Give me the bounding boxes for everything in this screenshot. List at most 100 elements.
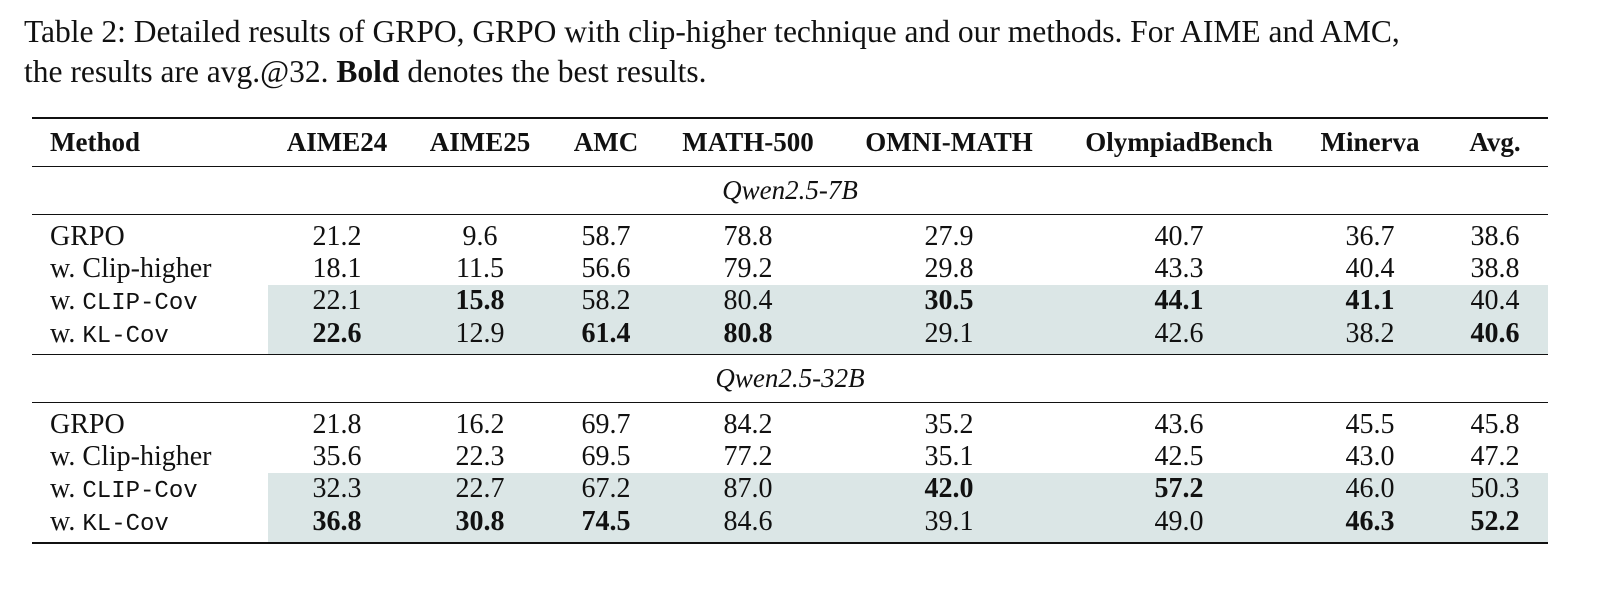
score-cell-aime25: 22.3 [455,440,505,472]
score-cell-amc: 58.2 [554,285,658,318]
table-row: w. CLIP-Cov 32.3 22.7 67.2 87.0 42.0 57.2 46.0 5… [32,473,1548,506]
score-cell-omni-math: 29.8 [924,252,974,284]
score-cell-math500: 84.6 [658,505,838,544]
score-cell-minerva: 45.5 [1345,408,1395,440]
caption-line-2: the results are avg.@32. Bold denotes th… [24,52,1584,92]
score-cell-aime24: 21.8 [312,408,362,440]
score-cell-amc: 69.7 [581,408,631,440]
model-group-header: Qwen2.5-7B [32,166,1548,215]
score-cell-aime24: 32.3 [268,473,406,506]
method-name: CLIP-Cov [82,478,198,506]
score-cell-minerva: 46.0 [1298,473,1442,506]
column-header-method: Method [32,117,268,167]
score-cell-amc: 74.5 [554,505,658,544]
score-cell-minerva: 38.2 [1298,317,1442,355]
table-row: w. Clip-higher 18.1 11.5 56.6 79.2 29.8 43.3 40… [32,253,1548,286]
method-cell: GRPO [32,214,268,253]
model-group-label: Qwen2.5-32B [32,354,1548,403]
model-group-header: Qwen2.5-32B [32,354,1548,403]
score-cell-aime24: 18.1 [312,252,362,284]
score-cell-omni-math: 30.5 [838,285,1060,318]
table-row: w. CLIP-Cov 22.1 15.8 58.2 80.4 30.5 44.1 41.1 4… [32,285,1548,318]
score-cell-olympiadbench: 49.0 [1060,505,1298,544]
score-cell-olympiadbench: 42.6 [1060,317,1298,355]
score-cell-olympiadbench: 43.3 [1154,252,1204,284]
score-cell-olympiadbench: 43.6 [1154,408,1204,440]
score-cell-omni-math: 27.9 [924,220,974,252]
method-prefix: w. [50,505,83,537]
method-name: GRPO [50,220,125,252]
score-cell-aime25: 12.9 [406,317,554,355]
score-cell-omni-math: 39.1 [838,505,1060,544]
method-cell: w. Clip-higher [32,441,268,474]
score-cell-aime25: 30.8 [406,505,554,544]
score-cell-aime24: 21.2 [312,220,362,252]
score-cell-aime25: 9.6 [462,220,498,252]
table-row: w. KL-Cov 36.8 30.8 74.5 84.6 39.1 49.0 46.3 52.… [32,505,1548,544]
method-name: KL-Cov [82,322,169,350]
method-name: Clip-higher [82,252,212,284]
score-cell-olympiadbench: 42.5 [1154,440,1204,472]
method-prefix: w. [50,252,83,284]
score-cell-avg: 47.2 [1470,440,1520,472]
score-cell-amc: 69.5 [581,440,631,472]
caption-line-2-end: denotes the best results. [399,54,707,89]
table-body: Qwen2.5-7B GRPO 21.2 9.6 58.7 78.8 27.9 40.7 36.… [32,166,1548,544]
score-cell-math500: 77.2 [723,440,773,472]
table-row: GRPO 21.2 9.6 58.7 78.8 27.9 40.7 36.7 38.6 [32,214,1548,253]
score-cell-olympiadbench: 57.2 [1060,473,1298,506]
score-cell-aime25: 15.8 [406,285,554,318]
score-cell-avg: 40.4 [1442,285,1548,318]
model-group-label: Qwen2.5-7B [32,166,1548,215]
score-cell-omni-math: 35.2 [924,408,974,440]
method-name: Clip-higher [82,440,212,472]
column-header-minerva: Minerva [1298,117,1442,167]
score-cell-omni-math: 42.0 [838,473,1060,506]
score-cell-omni-math: 29.1 [838,317,1060,355]
column-header-avg: Avg. [1442,117,1548,167]
score-cell-aime24: 22.6 [268,317,406,355]
method-cell: w. Clip-higher [32,253,268,286]
score-cell-amc: 56.6 [581,252,631,284]
score-cell-avg: 50.3 [1442,473,1548,506]
score-cell-minerva: 43.0 [1345,440,1395,472]
score-cell-minerva: 40.4 [1345,252,1395,284]
score-cell-math500: 80.4 [658,285,838,318]
score-cell-math500: 79.2 [723,252,773,284]
column-header-math500: MATH-500 [658,117,838,167]
score-cell-minerva: 36.7 [1345,220,1395,252]
column-header-omni-math: OMNI-MATH [838,117,1060,167]
score-cell-aime24: 35.6 [312,440,362,472]
table-row: w. Clip-higher 35.6 22.3 69.5 77.2 35.1 42.5 43… [32,441,1548,474]
score-cell-avg: 45.8 [1470,408,1520,440]
score-cell-aime25: 22.7 [406,473,554,506]
column-header-aime25: AIME25 [406,117,554,167]
column-header-olympiadbench: OlympiadBench [1060,117,1298,167]
method-prefix: w. [50,440,83,472]
results-table: Method AIME24 AIME25 AMC MATH-500 OMNI-M… [32,117,1548,544]
method-name: CLIP-Cov [82,290,198,318]
score-cell-math500: 84.2 [723,408,773,440]
method-name: KL-Cov [82,510,169,538]
score-cell-omni-math: 35.1 [924,440,974,472]
score-cell-minerva: 41.1 [1298,285,1442,318]
method-cell: GRPO [32,402,268,441]
method-prefix: w. [50,285,83,317]
score-cell-minerva: 46.3 [1298,505,1442,544]
score-cell-math500: 87.0 [658,473,838,506]
method-name: GRPO [50,408,125,440]
score-cell-aime25: 16.2 [455,408,505,440]
score-cell-aime24: 22.1 [268,285,406,318]
score-cell-avg: 38.8 [1470,252,1520,284]
score-cell-aime24: 36.8 [268,505,406,544]
score-cell-aime25: 11.5 [456,252,504,284]
table-row: GRPO 21.8 16.2 69.7 84.2 35.2 43.6 45.5 45.8 [32,402,1548,441]
score-cell-math500: 80.8 [658,317,838,355]
method-cell: w. CLIP-Cov [32,473,268,506]
method-cell: w. CLIP-Cov [32,285,268,318]
method-cell: w. KL-Cov [32,505,268,544]
score-cell-olympiadbench: 40.7 [1154,220,1204,252]
table-row: w. KL-Cov 22.6 12.9 61.4 80.8 29.1 42.6 38.2 40.… [32,317,1548,355]
score-cell-math500: 78.8 [723,220,773,252]
score-cell-amc: 61.4 [554,317,658,355]
